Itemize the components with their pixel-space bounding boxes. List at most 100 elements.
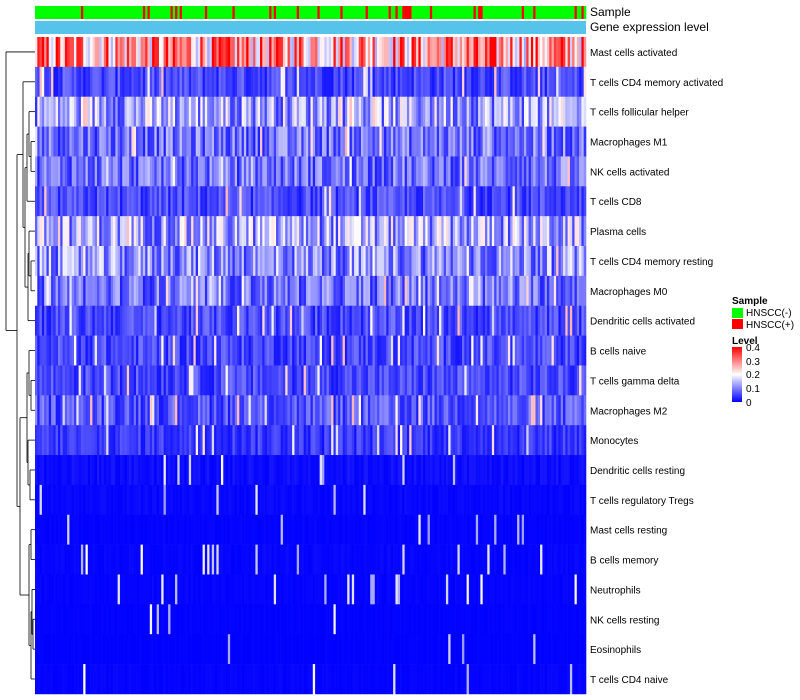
heatmap-cell: [264, 455, 268, 486]
heatmap-cell: [409, 96, 412, 127]
heatmap-cell: [92, 484, 95, 516]
heatmap-cell: [450, 514, 454, 545]
heatmap-cell: [459, 186, 463, 217]
heatmap-cell: [338, 455, 341, 486]
heatmap-cell: [209, 275, 213, 307]
heatmap-cell: [220, 484, 224, 516]
heatmap-cell: [377, 186, 380, 217]
heatmap-cell: [565, 395, 568, 426]
heatmap-cell: [237, 425, 240, 456]
heatmap-cell: [347, 455, 350, 486]
heatmap-cell: [110, 37, 114, 68]
heatmap-cell: [225, 395, 229, 426]
sample-annotation-cell: [74, 6, 77, 19]
heatmap-cell: [326, 604, 330, 635]
heatmap-cell: [200, 186, 203, 217]
heatmap-cell: [161, 186, 164, 217]
heatmap-cell: [411, 395, 415, 426]
heatmap-cell: [315, 574, 318, 605]
heatmap-cell: [294, 305, 298, 336]
heatmap-cell: [51, 156, 54, 187]
heatmap-cell: [450, 544, 454, 575]
heatmap-cell: [551, 275, 555, 307]
heatmap-cell: [482, 275, 486, 307]
heatmap-cell: [390, 96, 394, 127]
heatmap-cell: [60, 544, 63, 575]
heatmap-cell: [450, 66, 454, 98]
heatmap-cell: [74, 156, 77, 187]
heatmap-cell: [519, 574, 523, 605]
heatmap-cell: [425, 335, 428, 366]
heatmap-cell: [57, 395, 61, 426]
heatmap-cell: [487, 96, 490, 127]
heatmap-cell: [514, 216, 518, 247]
heatmap-cell: [326, 395, 330, 426]
heatmap-cell: [397, 395, 401, 426]
heatmap-cell: [223, 484, 226, 516]
heatmap-cell: [133, 484, 137, 516]
heatmap-cell: [271, 604, 275, 635]
heatmap-cell: [507, 126, 511, 157]
heatmap-cell: [243, 126, 247, 157]
heatmap-cell: [191, 365, 194, 396]
sample-annotation-cell: [264, 6, 268, 19]
heatmap-cell: [400, 335, 403, 366]
heatmap-cell: [404, 216, 408, 247]
heatmap-cell: [60, 37, 63, 68]
heatmap-cell: [457, 275, 461, 307]
heatmap-cell: [184, 484, 187, 516]
sample-annotation-cell: [556, 6, 559, 19]
heatmap-cell: [335, 37, 339, 68]
heatmap-cell: [466, 96, 470, 127]
heatmap-cell: [241, 246, 245, 277]
heatmap-cell: [294, 514, 298, 545]
heatmap-cell: [540, 455, 543, 486]
heatmap-cell: [67, 246, 70, 277]
heatmap-cell: [119, 455, 123, 486]
heatmap-cell: [179, 216, 183, 247]
heatmap-cell: [230, 186, 233, 217]
heatmap-cell: [44, 604, 47, 635]
sample-annotation-cell: [253, 6, 256, 19]
heatmap-cell: [232, 395, 236, 426]
heatmap-cell: [462, 514, 465, 545]
heatmap-cell: [535, 365, 539, 396]
heatmap-cell: [278, 216, 281, 247]
heatmap-cell: [115, 66, 118, 98]
heatmap-cell: [46, 604, 50, 635]
heatmap-cell: [191, 66, 194, 98]
heatmap-cell: [377, 514, 380, 545]
heatmap-cell: [537, 96, 541, 127]
heatmap-cell: [41, 484, 45, 516]
heatmap-cell: [383, 96, 387, 127]
heatmap-cell: [71, 305, 75, 336]
heatmap-cell: [462, 37, 465, 68]
heatmap-cell: [374, 425, 378, 456]
heatmap-cell: [207, 246, 210, 277]
sample-annotation-cell: [514, 6, 518, 19]
heatmap-cell: [411, 335, 415, 366]
heatmap-cell: [443, 37, 447, 68]
heatmap-cell: [379, 275, 382, 307]
heatmap-cell: [478, 514, 481, 545]
heatmap-cell: [473, 156, 477, 187]
heatmap-cell: [535, 305, 539, 336]
heatmap-cell: [524, 455, 527, 486]
heatmap-cell: [363, 395, 366, 426]
heatmap-cell: [101, 455, 105, 486]
heatmap-cell: [358, 514, 362, 545]
heatmap-cell: [445, 66, 449, 98]
heatmap-cell: [558, 126, 562, 157]
heatmap-cell: [494, 305, 497, 336]
heatmap-cell: [383, 484, 387, 516]
heatmap-cell: [35, 604, 38, 635]
heatmap-cell: [255, 305, 258, 336]
sample-annotation-cell: [216, 6, 219, 19]
heatmap-cell: [418, 275, 421, 307]
heatmap-cell: [269, 156, 272, 187]
heatmap-cell: [200, 156, 203, 187]
heatmap-cell: [315, 544, 318, 575]
heatmap-cell: [296, 216, 300, 247]
heatmap-cell: [326, 335, 330, 366]
heatmap-cell: [262, 335, 265, 366]
